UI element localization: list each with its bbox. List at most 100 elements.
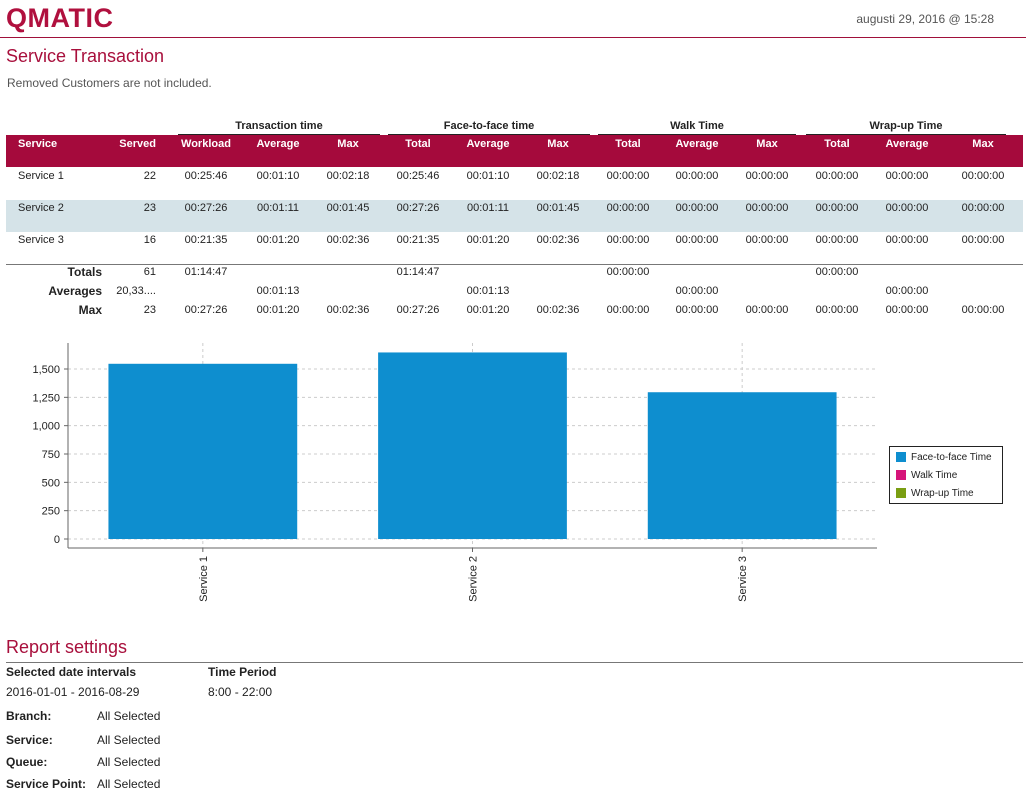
summary-totals-workload: 01:14:47 bbox=[184, 266, 228, 278]
y-tick-label: 1,500 bbox=[32, 364, 60, 376]
summary-averages-wrap-average: 00:00:00 bbox=[885, 285, 929, 297]
column-header-tt-max: Max bbox=[337, 138, 359, 150]
summary-max-tt-average: 00:01:20 bbox=[256, 304, 300, 316]
table-cell-served: 22 bbox=[143, 170, 156, 182]
table-cell-service: Service 2 bbox=[18, 202, 64, 214]
table-cell-workload: 00:21:35 bbox=[184, 234, 228, 246]
summary-max-wrap-average: 00:00:00 bbox=[885, 304, 929, 316]
report-date: augusti 29, 2016 @ 15:28 bbox=[856, 12, 994, 26]
time-period-value: 8:00 - 22:00 bbox=[208, 685, 273, 699]
summary-totals-service: Totals bbox=[67, 265, 102, 279]
summary-max-served: 23 bbox=[143, 304, 156, 316]
table-cell-wrap-average: 00:00:00 bbox=[885, 202, 929, 214]
table-cell-wrap-total: 00:00:00 bbox=[815, 202, 859, 214]
table-cell-service: Service 1 bbox=[18, 170, 64, 182]
table-cell-wrap-max: 00:00:00 bbox=[961, 202, 1005, 214]
table-cell-tt-max: 00:02:18 bbox=[326, 170, 370, 182]
y-tick-label: 500 bbox=[42, 477, 60, 489]
table-cell-wrap-average: 00:00:00 bbox=[885, 170, 929, 182]
filter-service-value: All Selected bbox=[97, 733, 161, 747]
summary-max-f2f-total: 00:27:26 bbox=[396, 304, 440, 316]
y-tick-label: 0 bbox=[54, 534, 60, 546]
summary-averages-tt-average: 00:01:13 bbox=[256, 285, 300, 297]
table-cell-tt-max: 00:02:36 bbox=[326, 234, 370, 246]
bar-service-2 bbox=[378, 352, 567, 539]
summary-max-f2f-max: 00:02:36 bbox=[536, 304, 580, 316]
y-tick-label: 250 bbox=[42, 506, 60, 518]
column-header-tt-average: Average bbox=[256, 138, 300, 150]
table-cell-workload: 00:27:26 bbox=[184, 202, 228, 214]
summary-totals-f2f-total: 01:14:47 bbox=[396, 266, 440, 278]
legend-swatch-wrap-up bbox=[896, 488, 906, 499]
column-header-f2f-total: Total bbox=[405, 138, 431, 150]
column-header-walk-total: Total bbox=[615, 138, 641, 150]
table-header-band bbox=[6, 135, 1023, 167]
table-cell-tt-average: 00:01:10 bbox=[256, 170, 300, 182]
x-tick-label: Service 3 bbox=[737, 556, 749, 602]
legend-label-wrap-up: Wrap-up Time bbox=[911, 488, 974, 499]
summary-averages-f2f-average: 00:01:13 bbox=[466, 285, 510, 297]
y-tick-label: 1,250 bbox=[32, 392, 60, 404]
y-tick-label: 750 bbox=[42, 449, 60, 461]
table-cell-walk-total: 00:00:00 bbox=[606, 202, 650, 214]
legend-item-wrap-up: Wrap-up Time bbox=[896, 488, 974, 499]
table-cell-wrap-max: 00:00:00 bbox=[961, 234, 1005, 246]
summary-max-service: Max bbox=[78, 303, 102, 317]
column-header-f2f-max: Max bbox=[547, 138, 569, 150]
table-cell-walk-average: 00:00:00 bbox=[675, 170, 719, 182]
table-cell-f2f-average: 00:01:11 bbox=[466, 202, 509, 214]
table-cell-tt-average: 00:01:20 bbox=[256, 234, 300, 246]
legend-label-face-to-face: Face-to-face Time bbox=[911, 452, 992, 463]
summary-totals-wrap-total: 00:00:00 bbox=[815, 266, 859, 278]
report-settings-divider bbox=[6, 662, 1023, 663]
x-tick-label: Service 1 bbox=[198, 556, 210, 602]
summary-max-f2f-average: 00:01:20 bbox=[466, 304, 510, 316]
column-header-served: Served bbox=[119, 138, 156, 150]
table-cell-f2f-total: 00:21:35 bbox=[396, 234, 440, 246]
x-tick-label: Service 2 bbox=[468, 556, 480, 602]
summary-max-wrap-total: 00:00:00 bbox=[815, 304, 859, 316]
table-cell-walk-average: 00:00:00 bbox=[675, 234, 719, 246]
column-header-f2f-average: Average bbox=[466, 138, 510, 150]
table-cell-walk-max: 00:00:00 bbox=[745, 234, 789, 246]
table-cell-walk-average: 00:00:00 bbox=[675, 202, 719, 214]
filter-service-point-label: Service Point: bbox=[6, 777, 87, 791]
qmatic-logo: QMATIC bbox=[6, 3, 114, 33]
table-cell-tt-max: 00:01:45 bbox=[326, 202, 370, 214]
group-header-transaction-time: Transaction time bbox=[178, 120, 380, 135]
report-settings-title: Report settings bbox=[6, 637, 128, 657]
summary-max-walk-average: 00:00:00 bbox=[675, 304, 719, 316]
filter-service-label: Service: bbox=[6, 733, 53, 747]
column-header-workload: Workload bbox=[181, 138, 231, 150]
report-subtitle: Removed Customers are not included. bbox=[7, 76, 212, 90]
summary-max-workload: 00:27:26 bbox=[184, 304, 228, 316]
group-header-wrap-up-time: Wrap-up Time bbox=[806, 120, 1006, 135]
filter-branch-label: Branch: bbox=[6, 709, 52, 723]
filter-queue-label: Queue: bbox=[6, 755, 48, 769]
time-period-label: Time Period bbox=[208, 665, 277, 679]
group-header-face-to-face-time: Face-to-face time bbox=[388, 120, 590, 135]
filter-queue-value: All Selected bbox=[97, 755, 161, 769]
totals-divider bbox=[6, 264, 1023, 265]
bar-service-3 bbox=[647, 392, 837, 539]
date-intervals-value: 2016-01-01 - 2016-08-29 bbox=[6, 685, 140, 699]
y-tick-label: 1,000 bbox=[32, 421, 60, 433]
table-cell-walk-total: 00:00:00 bbox=[606, 234, 650, 246]
column-header-service: Service bbox=[18, 138, 58, 150]
column-header-wrap-total: Total bbox=[824, 138, 850, 150]
table-cell-wrap-total: 00:00:00 bbox=[815, 234, 859, 246]
summary-max-walk-max: 00:00:00 bbox=[745, 304, 789, 316]
table-cell-f2f-total: 00:27:26 bbox=[396, 202, 440, 214]
table-cell-f2f-max: 00:02:18 bbox=[536, 170, 580, 182]
filter-branch-value: All Selected bbox=[97, 709, 161, 723]
column-header-wrap-max: Max bbox=[972, 138, 994, 150]
table-cell-f2f-average: 00:01:20 bbox=[466, 234, 510, 246]
bar-service-1 bbox=[108, 363, 298, 539]
summary-max-tt-max: 00:02:36 bbox=[326, 304, 370, 316]
legend-item-walk: Walk Time bbox=[896, 470, 957, 481]
legend-label-walk: Walk Time bbox=[911, 470, 958, 481]
filter-service-point-value: All Selected bbox=[97, 777, 161, 791]
date-intervals-label: Selected date intervals bbox=[6, 665, 137, 679]
report-title: Service Transaction bbox=[6, 46, 165, 66]
summary-averages-walk-average: 00:00:00 bbox=[675, 285, 719, 297]
